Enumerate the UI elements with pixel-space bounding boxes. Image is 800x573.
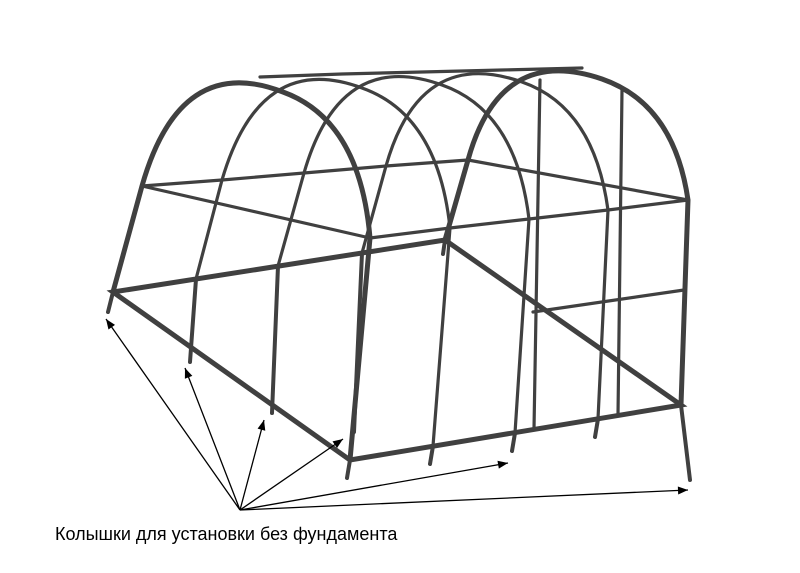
arrowhead-5 bbox=[497, 461, 508, 469]
purlin-left bbox=[142, 160, 468, 186]
arrow-6 bbox=[240, 490, 688, 510]
endwall-left-mid bbox=[142, 186, 370, 238]
arrowhead-2 bbox=[185, 368, 192, 379]
arrow-5 bbox=[240, 463, 508, 510]
door-crossbar bbox=[533, 290, 684, 312]
arrowhead-6 bbox=[678, 486, 688, 494]
arrow-1 bbox=[106, 319, 240, 510]
frame-group bbox=[108, 68, 690, 480]
caption-text: Колышки для установки без фундамента bbox=[55, 524, 398, 544]
greenhouse-diagram: Колышки для установки без фундамента bbox=[0, 0, 800, 573]
door-left-post bbox=[534, 80, 540, 429]
arch-3 bbox=[278, 77, 529, 433]
endwall-right-mid bbox=[468, 160, 688, 200]
arch-2 bbox=[196, 79, 450, 446]
arrow-2 bbox=[185, 368, 240, 510]
arch-5 bbox=[445, 71, 688, 405]
arrowhead-1 bbox=[106, 319, 115, 329]
arrowhead-3 bbox=[258, 420, 266, 431]
